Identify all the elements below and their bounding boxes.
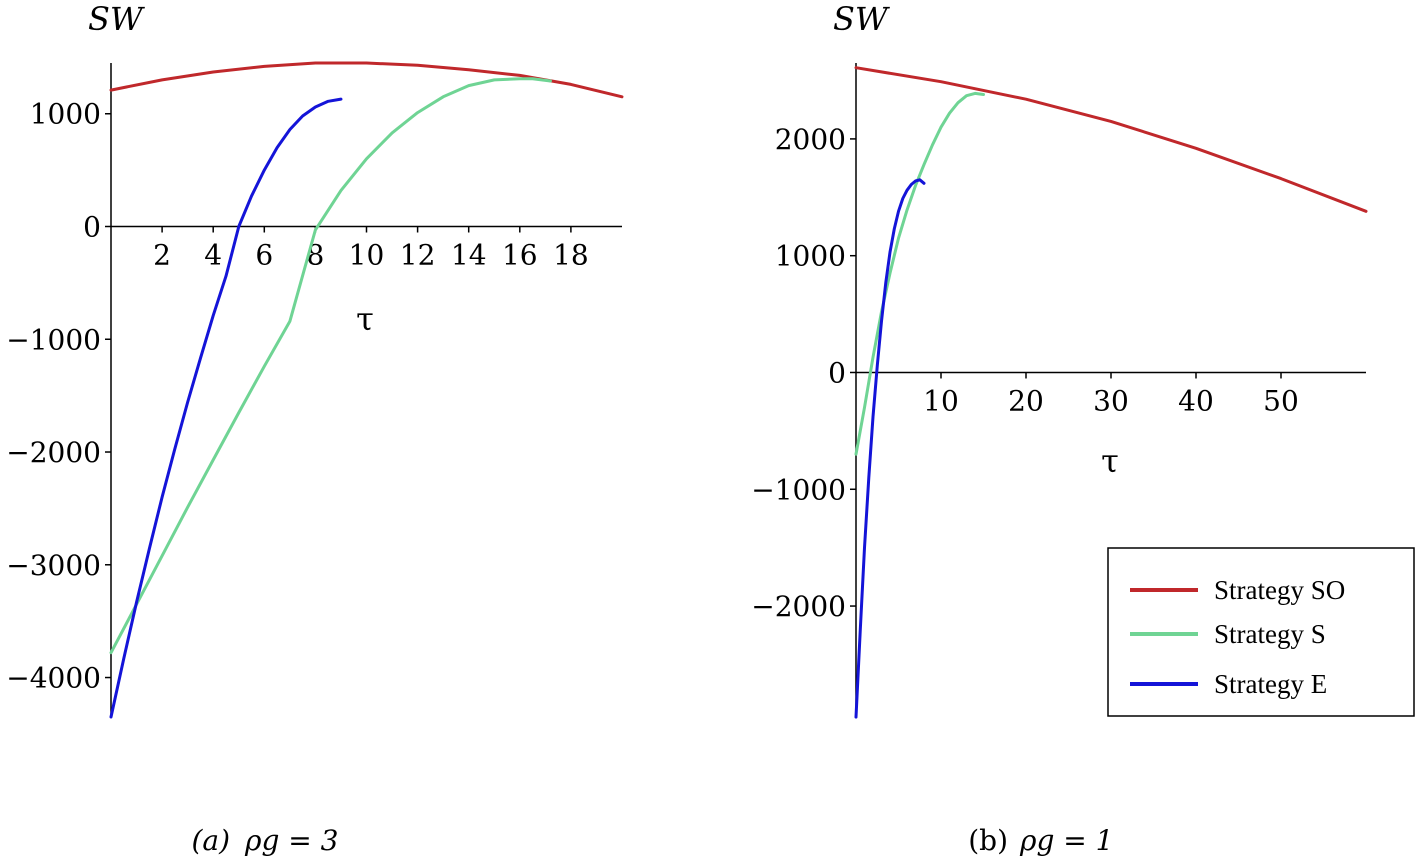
panel-b-x-tick-label: 20	[1008, 384, 1044, 417]
panel-b-plot: 10 20 30 40 50 2000 1000 0 −1000 −2000	[751, 63, 1368, 719]
panel-a-ylabel: SW	[88, 0, 146, 38]
panel-b-y-tick-label: −2000	[751, 590, 846, 623]
panel-a-caption-param: ρg = 3	[244, 824, 338, 857]
panel-b-x-tick-label: 50	[1263, 384, 1299, 417]
legend-label-s: Strategy S	[1214, 619, 1326, 649]
panel-a-y-tick-label: −2000	[6, 436, 101, 469]
panel-b-caption-label: (b)	[968, 824, 1008, 857]
panel-a-series-e	[109, 97, 343, 719]
panel-a-x-tick-label: 4	[204, 239, 222, 272]
panel-b-x-tick-label: 10	[923, 384, 959, 417]
panel-b-y-tick-label: 2000	[775, 123, 846, 156]
panel-a-x-tick-label: 2	[153, 239, 171, 272]
panel-a-y-tick-label: −1000	[6, 323, 101, 356]
panel-b-series-s	[854, 91, 985, 456]
panel-b: 10 20 30 40 50 2000 1000 0 −1000 −2000 SW τ (b) ρ…	[751, 0, 1415, 857]
panel-a-y-tick-label: −4000	[6, 662, 101, 695]
panel-a-x-tick-label: 6	[255, 239, 273, 272]
panel-a-x-tick-label: 12	[400, 239, 436, 272]
panel-a-xlabel: τ	[356, 300, 374, 338]
panel-b-xlabel: τ	[1101, 442, 1119, 480]
panel-b-y-tick-label: 0	[828, 356, 846, 389]
panel-b-x-tick-label: 30	[1093, 384, 1129, 417]
panel-b-caption-param: ρg = 1	[1019, 824, 1113, 857]
panel-b-series-e	[854, 178, 926, 719]
legend-label-so: Strategy SO	[1214, 575, 1345, 605]
panel-a-x-tick-label: 18	[553, 239, 589, 272]
panel-b-x-tick-label: 40	[1178, 384, 1214, 417]
panel-b-y-tick-label: 1000	[775, 240, 846, 273]
panel-a-series-s	[109, 77, 552, 655]
panel-b-ylabel: SW	[833, 0, 891, 38]
panel-a-x-tick-label: 16	[502, 239, 538, 272]
panel-a: 2 4 6 8 10 12 14 16 1810000−1000−2000−3000−4000 …	[6, 0, 624, 857]
panel-a-x-tick-label: 14	[451, 239, 487, 272]
panel-a-y-tick-label: −3000	[6, 549, 101, 582]
panel-a-y-tick-label: 0	[83, 211, 101, 244]
panel-a-caption-label: (a)	[191, 824, 230, 857]
legend: Strategy SO Strategy S Strategy E	[1107, 547, 1415, 717]
panel-a-y-tick-label: 1000	[30, 98, 101, 131]
panel-a-x-tick-label: 10	[349, 239, 385, 272]
panel-b-y-tick-label: −1000	[751, 473, 846, 506]
panel-b-series-so	[854, 66, 1368, 213]
legend-label-e: Strategy E	[1214, 669, 1327, 699]
